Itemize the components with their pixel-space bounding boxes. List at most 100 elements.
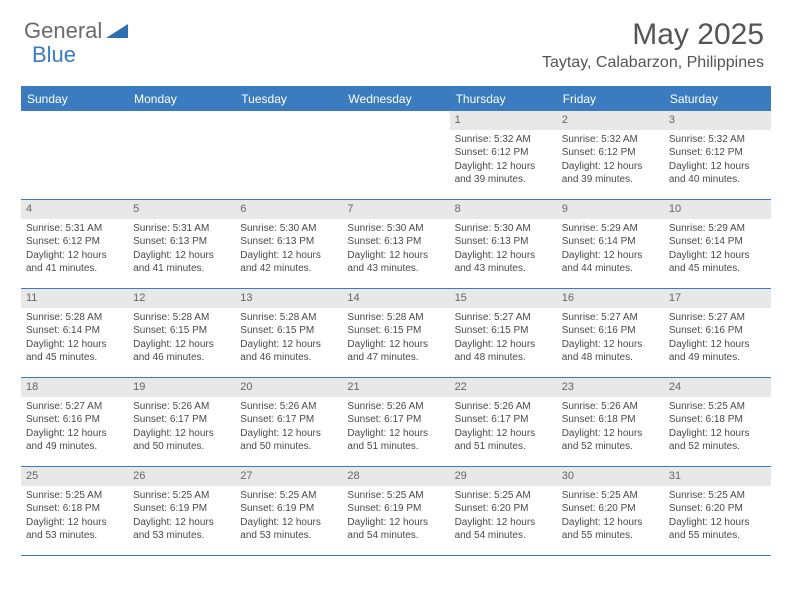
sunset-text: Sunset: 6:18 PM (562, 413, 660, 427)
sunrise-text: Sunrise: 5:25 AM (26, 489, 124, 503)
month-title: May 2025 (542, 18, 764, 52)
daylight-text: and 51 minutes. (455, 440, 553, 454)
daylight-text: and 49 minutes. (26, 440, 124, 454)
day-cell: 11Sunrise: 5:28 AMSunset: 6:14 PMDayligh… (21, 289, 128, 377)
day-cell (235, 111, 342, 199)
sunset-text: Sunset: 6:18 PM (669, 413, 767, 427)
sunset-text: Sunset: 6:20 PM (669, 502, 767, 516)
day-number: 23 (557, 378, 664, 397)
day-cell: 8Sunrise: 5:30 AMSunset: 6:13 PMDaylight… (450, 200, 557, 288)
sunset-text: Sunset: 6:12 PM (669, 146, 767, 160)
sunset-text: Sunset: 6:15 PM (347, 324, 445, 338)
sunset-text: Sunset: 6:19 PM (240, 502, 338, 516)
day-cell: 29Sunrise: 5:25 AMSunset: 6:20 PMDayligh… (450, 467, 557, 555)
day-cell: 12Sunrise: 5:28 AMSunset: 6:15 PMDayligh… (128, 289, 235, 377)
day-number: 17 (664, 289, 771, 308)
sunrise-text: Sunrise: 5:25 AM (562, 489, 660, 503)
daylight-text: Daylight: 12 hours (562, 427, 660, 441)
daylight-text: and 45 minutes. (26, 351, 124, 365)
day-number (128, 111, 235, 130)
brand-part1: General (24, 18, 102, 44)
day-number: 22 (450, 378, 557, 397)
sunrise-text: Sunrise: 5:32 AM (669, 133, 767, 147)
sunrise-text: Sunrise: 5:25 AM (240, 489, 338, 503)
daylight-text: and 43 minutes. (347, 262, 445, 276)
week-row: 18Sunrise: 5:27 AMSunset: 6:16 PMDayligh… (21, 378, 771, 467)
daylight-text: Daylight: 12 hours (562, 516, 660, 530)
daylight-text: and 39 minutes. (455, 173, 553, 187)
day-number: 7 (342, 200, 449, 219)
sunrise-text: Sunrise: 5:26 AM (455, 400, 553, 414)
day-number: 4 (21, 200, 128, 219)
sunrise-text: Sunrise: 5:25 AM (133, 489, 231, 503)
sunrise-text: Sunrise: 5:25 AM (669, 489, 767, 503)
day-number: 11 (21, 289, 128, 308)
sunset-text: Sunset: 6:20 PM (562, 502, 660, 516)
brand-logo: General (24, 18, 128, 44)
daylight-text: and 50 minutes. (133, 440, 231, 454)
day-cell: 4Sunrise: 5:31 AMSunset: 6:12 PMDaylight… (21, 200, 128, 288)
daylight-text: Daylight: 12 hours (26, 338, 124, 352)
daylight-text: and 41 minutes. (133, 262, 231, 276)
daylight-text: and 45 minutes. (669, 262, 767, 276)
day-number: 5 (128, 200, 235, 219)
day-cell (21, 111, 128, 199)
daylight-text: Daylight: 12 hours (240, 427, 338, 441)
day-cell: 7Sunrise: 5:30 AMSunset: 6:13 PMDaylight… (342, 200, 449, 288)
daylight-text: Daylight: 12 hours (669, 427, 767, 441)
day-cell: 14Sunrise: 5:28 AMSunset: 6:15 PMDayligh… (342, 289, 449, 377)
day-cell: 27Sunrise: 5:25 AMSunset: 6:19 PMDayligh… (235, 467, 342, 555)
title-block: May 2025 Taytay, Calabarzon, Philippines (542, 18, 764, 72)
day-cell (342, 111, 449, 199)
week-row: 25Sunrise: 5:25 AMSunset: 6:18 PMDayligh… (21, 467, 771, 556)
sunrise-text: Sunrise: 5:28 AM (347, 311, 445, 325)
sunrise-text: Sunrise: 5:32 AM (562, 133, 660, 147)
daylight-text: Daylight: 12 hours (133, 338, 231, 352)
day-number: 26 (128, 467, 235, 486)
daylight-text: Daylight: 12 hours (26, 427, 124, 441)
day-number: 13 (235, 289, 342, 308)
sunset-text: Sunset: 6:16 PM (26, 413, 124, 427)
daylight-text: Daylight: 12 hours (240, 249, 338, 263)
daylight-text: and 54 minutes. (347, 529, 445, 543)
sunset-text: Sunset: 6:17 PM (455, 413, 553, 427)
day-number: 14 (342, 289, 449, 308)
day-cell: 18Sunrise: 5:27 AMSunset: 6:16 PMDayligh… (21, 378, 128, 466)
day-cell: 2Sunrise: 5:32 AMSunset: 6:12 PMDaylight… (557, 111, 664, 199)
daylight-text: Daylight: 12 hours (347, 516, 445, 530)
day-number (342, 111, 449, 130)
daylight-text: Daylight: 12 hours (455, 338, 553, 352)
daylight-text: and 53 minutes. (26, 529, 124, 543)
daylight-text: and 47 minutes. (347, 351, 445, 365)
sunset-text: Sunset: 6:13 PM (240, 235, 338, 249)
daylight-text: Daylight: 12 hours (133, 427, 231, 441)
day-number: 16 (557, 289, 664, 308)
daylight-text: Daylight: 12 hours (455, 427, 553, 441)
sunset-text: Sunset: 6:17 PM (347, 413, 445, 427)
week-row: 11Sunrise: 5:28 AMSunset: 6:14 PMDayligh… (21, 289, 771, 378)
sunset-text: Sunset: 6:13 PM (133, 235, 231, 249)
daylight-text: Daylight: 12 hours (669, 516, 767, 530)
day-cell: 21Sunrise: 5:26 AMSunset: 6:17 PMDayligh… (342, 378, 449, 466)
calendar-grid: Sunday Monday Tuesday Wednesday Thursday… (21, 86, 771, 556)
day-number: 21 (342, 378, 449, 397)
day-cell: 31Sunrise: 5:25 AMSunset: 6:20 PMDayligh… (664, 467, 771, 555)
daylight-text: Daylight: 12 hours (240, 338, 338, 352)
day-number: 3 (664, 111, 771, 130)
sunrise-text: Sunrise: 5:26 AM (347, 400, 445, 414)
day-number: 15 (450, 289, 557, 308)
sunrise-text: Sunrise: 5:29 AM (669, 222, 767, 236)
weekday-header: Thursday (450, 88, 557, 111)
sunrise-text: Sunrise: 5:29 AM (562, 222, 660, 236)
daylight-text: and 52 minutes. (669, 440, 767, 454)
sunset-text: Sunset: 6:12 PM (26, 235, 124, 249)
sunset-text: Sunset: 6:14 PM (26, 324, 124, 338)
daylight-text: Daylight: 12 hours (562, 249, 660, 263)
daylight-text: and 53 minutes. (240, 529, 338, 543)
location-subtitle: Taytay, Calabarzon, Philippines (542, 54, 764, 72)
day-cell: 30Sunrise: 5:25 AMSunset: 6:20 PMDayligh… (557, 467, 664, 555)
day-cell: 9Sunrise: 5:29 AMSunset: 6:14 PMDaylight… (557, 200, 664, 288)
weekday-header: Friday (557, 88, 664, 111)
daylight-text: and 55 minutes. (669, 529, 767, 543)
day-number: 20 (235, 378, 342, 397)
